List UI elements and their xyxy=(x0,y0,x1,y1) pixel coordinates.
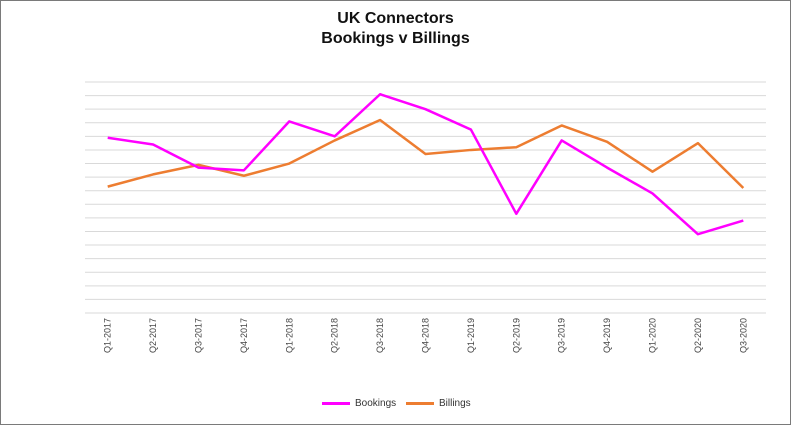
x-tick-label: Q3-2017 xyxy=(194,318,204,353)
legend-label-billings: Billings xyxy=(439,398,471,409)
chart-subtitle: Bookings v Billings xyxy=(321,30,470,47)
x-tick-label: Q4-2018 xyxy=(421,318,431,353)
legend: Bookings Billings xyxy=(0,398,791,414)
series-lines xyxy=(107,92,745,236)
gridlines xyxy=(85,81,766,314)
x-tick-label: Q3-2019 xyxy=(557,318,567,353)
x-tick-label: Q1-2017 xyxy=(103,318,113,353)
legend-item-billings: Billings xyxy=(406,398,471,409)
x-tick-label: Q4-2017 xyxy=(239,318,249,353)
legend-swatch-billings xyxy=(406,402,434,405)
x-tick-label: Q1-2019 xyxy=(466,318,476,353)
series-line-billings xyxy=(107,118,745,189)
x-tick-label: Q3-2020 xyxy=(738,318,748,353)
x-tick-label: Q2-2017 xyxy=(148,318,158,353)
legend-swatch-bookings xyxy=(322,402,350,405)
x-tick-label: Q4-2019 xyxy=(602,318,612,353)
x-tick-label: Q1-2018 xyxy=(284,318,294,353)
x-tick-label: Q1-2020 xyxy=(648,318,658,353)
legend-item-bookings: Bookings xyxy=(322,398,396,409)
x-tick-label: Q3-2018 xyxy=(375,318,385,353)
x-tick-label: Q2-2019 xyxy=(511,318,521,353)
x-tick-label: Q2-2020 xyxy=(693,318,703,353)
legend-label-bookings: Bookings xyxy=(355,398,397,409)
series-line-bookings xyxy=(107,92,744,236)
x-tick-label: Q2-2018 xyxy=(330,318,340,353)
chart-title: UK Connectors xyxy=(337,10,454,27)
x-tick-labels: Q1-2017 Q2-2017 Q3-2017 Q4-2017 Q1-2018 Q2-20… xyxy=(103,318,749,353)
